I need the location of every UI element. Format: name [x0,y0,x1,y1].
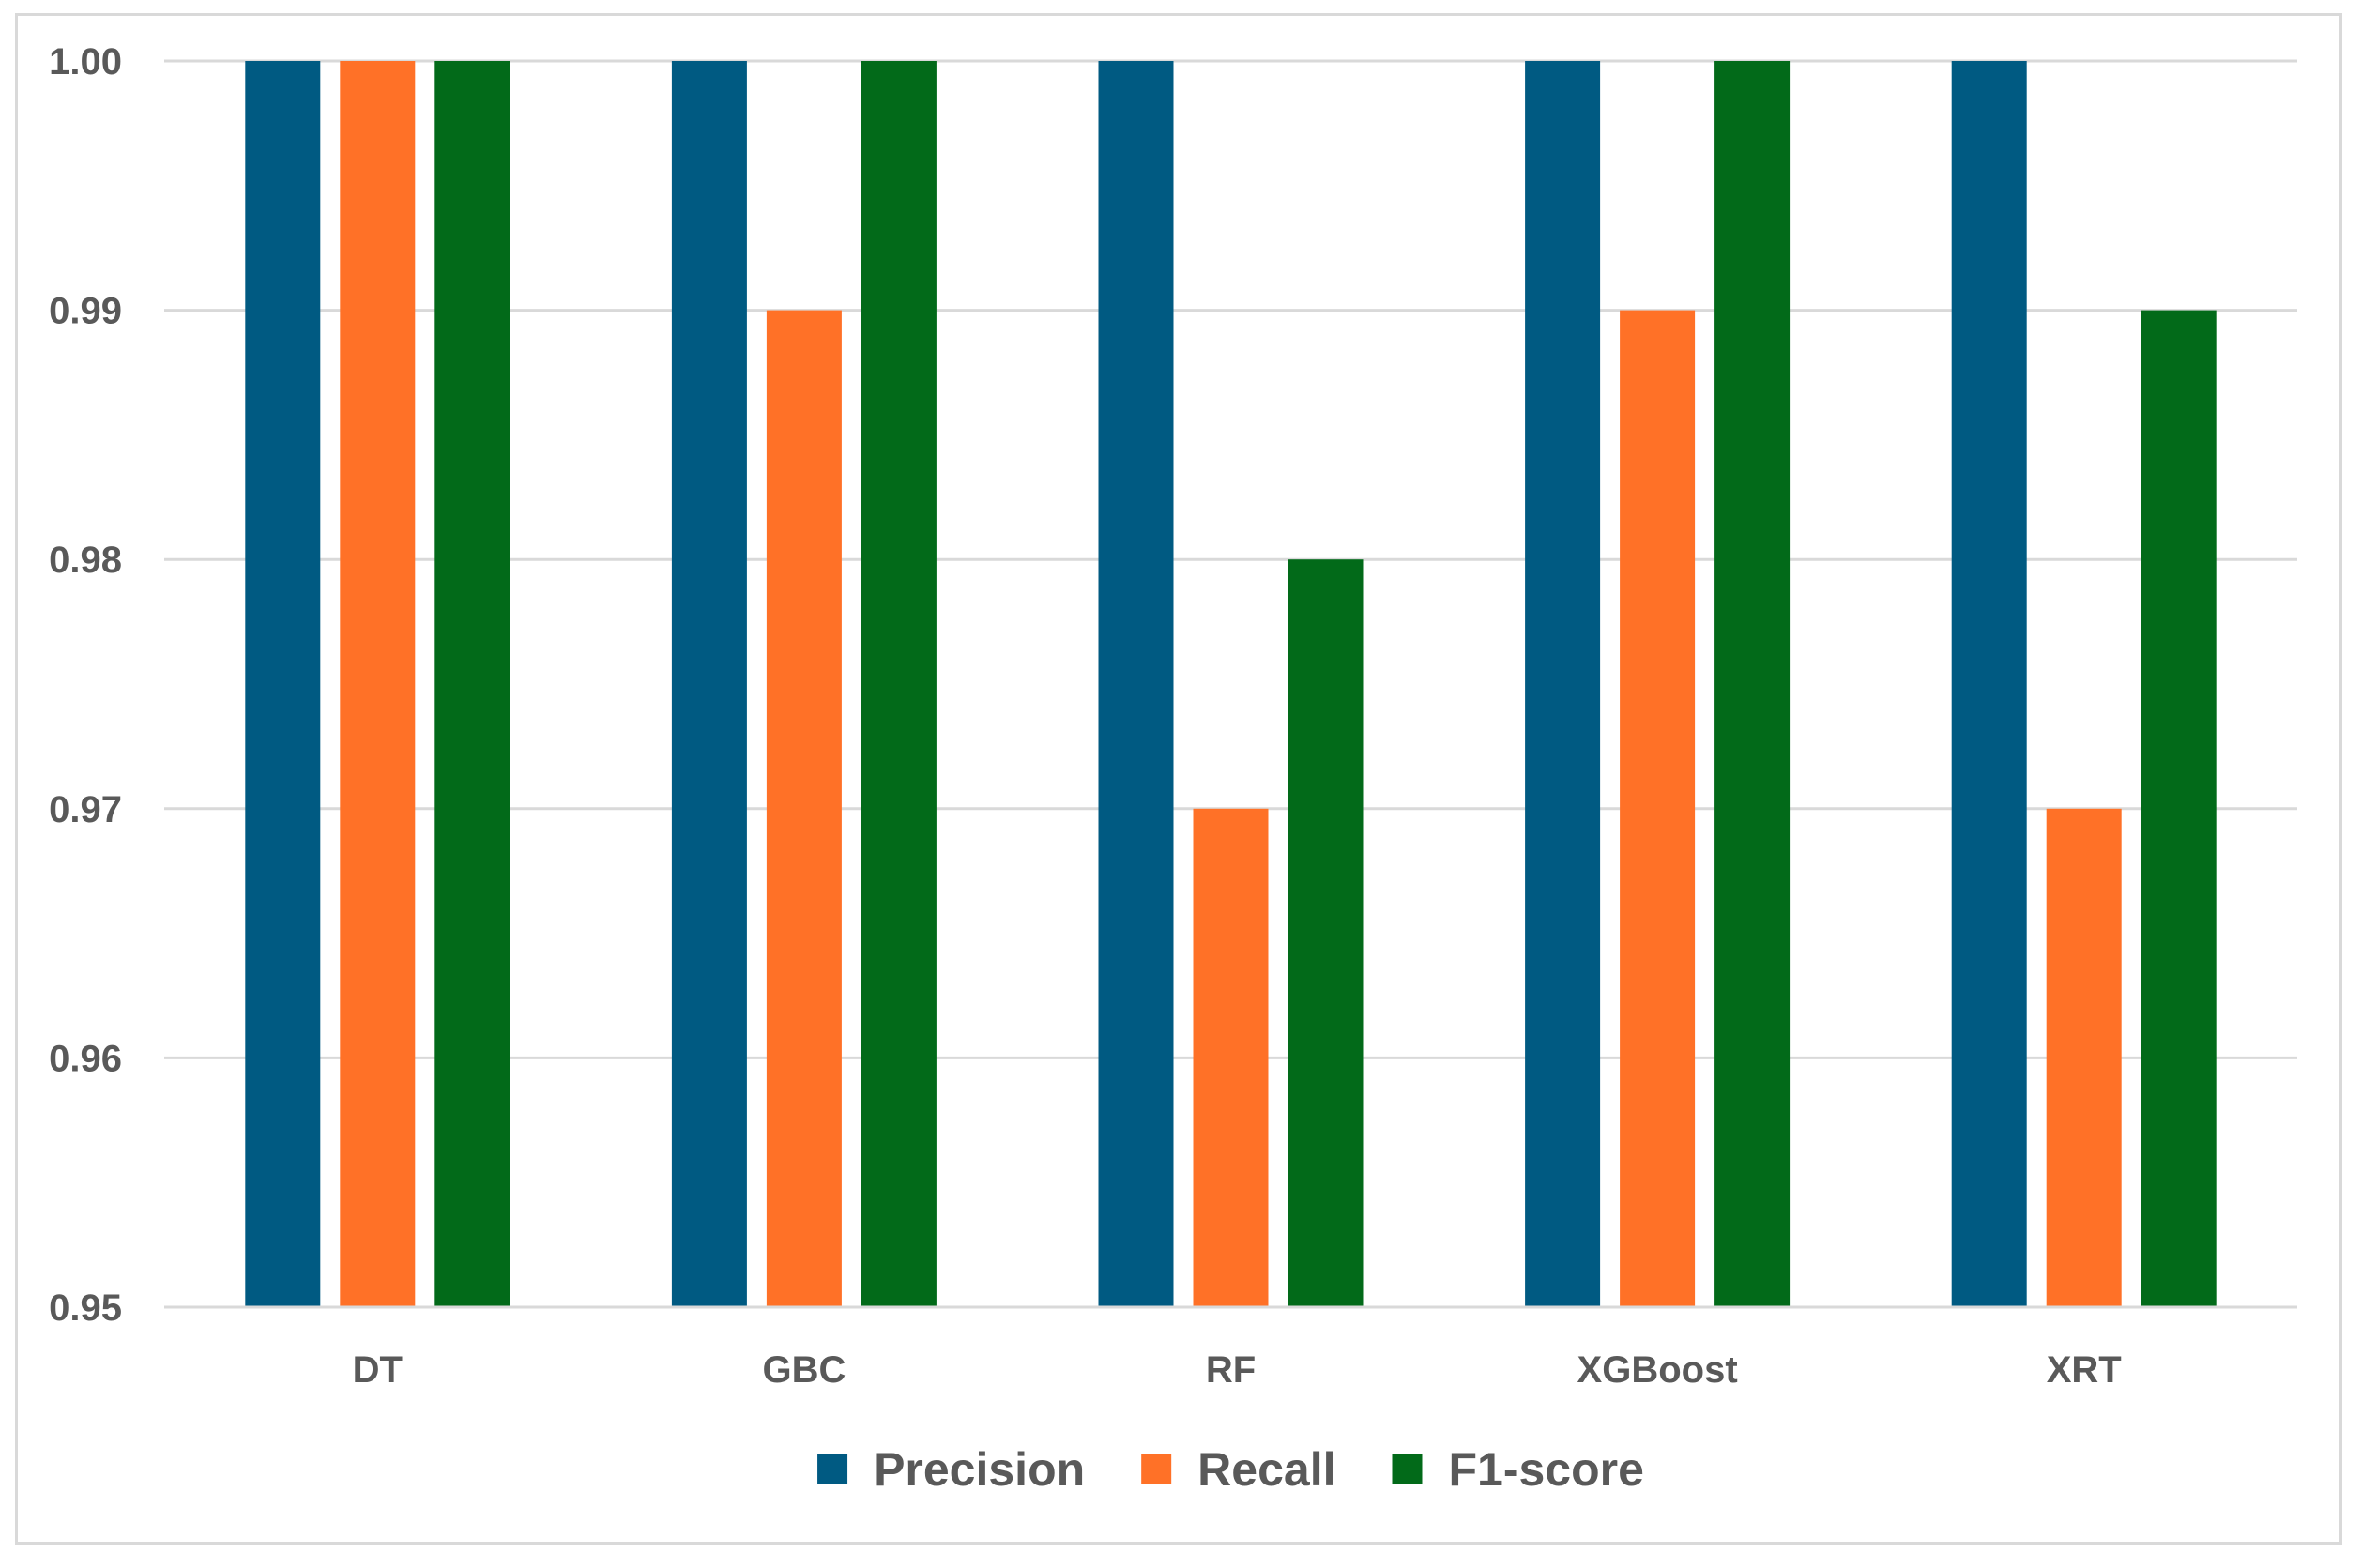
bar-recall-xrt [2046,808,2122,1307]
y-tick-label: 0.99 [49,291,122,332]
legend-swatch [1141,1454,1172,1484]
legend-swatch [817,1454,848,1484]
legend-label: Recall [1197,1443,1335,1496]
bar-f1-score-xrt [2141,310,2217,1308]
x-tick-label: GBC [762,1349,846,1391]
bar-recall-rf [1193,808,1269,1307]
bar-precision-rf [1098,61,1174,1307]
legend-item-precision: Precision [817,1443,1085,1496]
y-tick-label: 1.00 [49,41,122,83]
bar-recall-dt [340,61,416,1307]
bar-recall-gbc [766,310,842,1308]
legend-label: Precision [874,1443,1085,1496]
legend-item-recall: Recall [1141,1443,1336,1496]
bar-f1-score-gbc [861,61,937,1307]
bar-precision-dt [245,61,321,1307]
legend-label: F1-score [1449,1443,1644,1496]
bar-f1-score-rf [1288,559,1364,1307]
x-axis-ticks: DT GBC RF XGBoost XRT [353,1349,2122,1391]
bar-f1-score-dt [434,61,510,1307]
y-tick-label: 0.97 [49,789,122,830]
y-tick-label: 0.95 [49,1287,122,1329]
y-tick-label: 0.96 [49,1038,122,1079]
legend-item-f1-score: F1-score [1392,1443,1644,1496]
bar-f1-score-xgboost [1714,61,1791,1307]
x-tick-label: DT [353,1349,403,1391]
bar-precision-gbc [671,61,747,1307]
bar-precision-xrt [1951,61,2027,1307]
x-tick-label: XRT [2047,1349,2122,1391]
legend: Precision Recall F1-score [817,1443,1644,1496]
y-axis-ticks: 0.95 0.96 0.97 0.98 0.99 1.00 [49,41,122,1329]
bars [245,61,2217,1308]
bar-recall-xgboost [1620,310,1696,1308]
x-tick-label: RF [1206,1349,1256,1391]
x-tick-label: XGBoost [1577,1349,1738,1391]
legend-swatch [1392,1454,1423,1484]
y-tick-label: 0.98 [49,540,122,581]
bar-precision-xgboost [1525,61,1601,1307]
